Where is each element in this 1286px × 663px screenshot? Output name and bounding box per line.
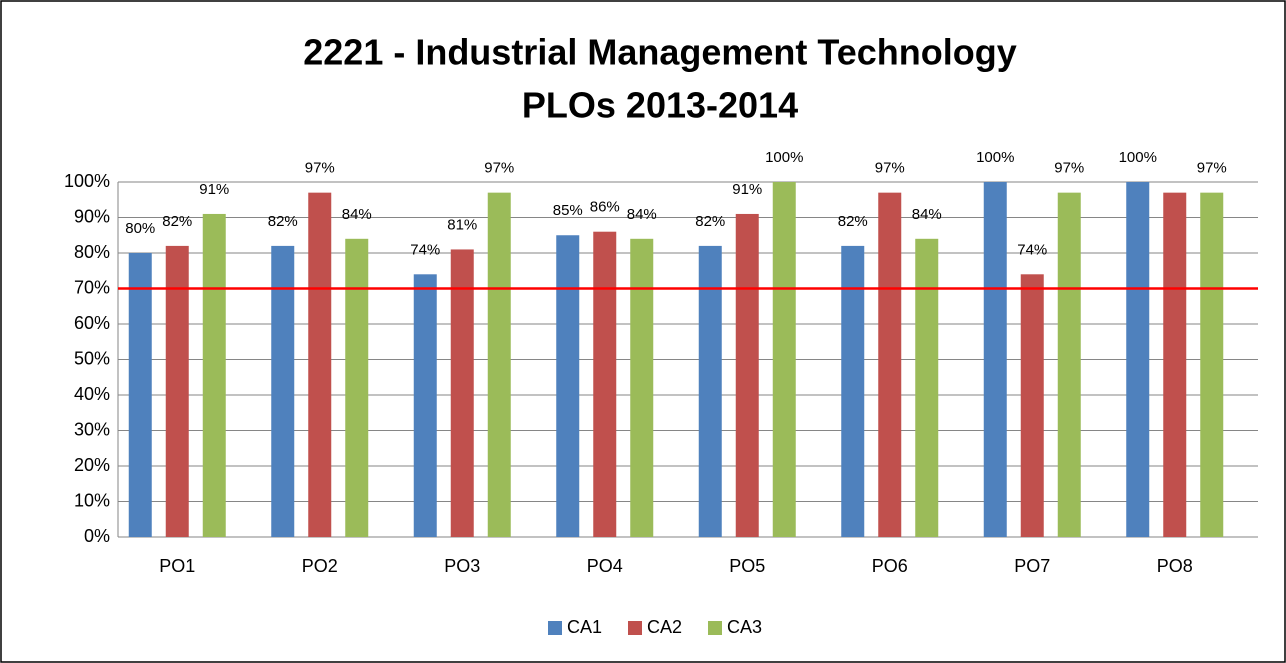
legend-swatch xyxy=(708,621,722,635)
value-label: 91% xyxy=(199,181,229,198)
value-label: 97% xyxy=(305,160,335,177)
y-tick-label: 100% xyxy=(64,171,110,191)
value-label: 74% xyxy=(1017,241,1047,258)
bar xyxy=(698,245,722,537)
bar xyxy=(128,253,152,537)
legend-swatch xyxy=(628,621,642,635)
value-label: 80% xyxy=(125,220,155,237)
value-label: 100% xyxy=(976,149,1014,166)
bar xyxy=(487,192,511,537)
x-tick-label: PO8 xyxy=(1157,556,1193,576)
value-label: 97% xyxy=(1054,160,1084,177)
value-label: 82% xyxy=(838,213,868,230)
x-tick-label: PO4 xyxy=(587,556,623,576)
x-tick-label: PO1 xyxy=(159,556,195,576)
bar xyxy=(915,238,939,538)
x-tick-label: PO3 xyxy=(444,556,480,576)
x-tick-label: PO5 xyxy=(729,556,765,576)
chart-title: PLOs 2013-2014 xyxy=(522,85,798,126)
y-tick-label: 30% xyxy=(74,419,110,439)
y-tick-label: 20% xyxy=(74,455,110,475)
x-tick-label: PO2 xyxy=(302,556,338,576)
bar xyxy=(450,249,474,537)
y-tick-label: 10% xyxy=(74,490,110,510)
bar xyxy=(772,182,796,537)
value-label: 100% xyxy=(765,149,803,166)
bar xyxy=(841,245,865,537)
bar xyxy=(165,245,189,537)
y-tick-label: 50% xyxy=(74,348,110,368)
bar xyxy=(1200,192,1224,537)
y-tick-label: 90% xyxy=(74,206,110,226)
y-tick-label: 80% xyxy=(74,242,110,262)
value-label: 86% xyxy=(590,199,620,216)
bar xyxy=(556,235,580,537)
y-tick-label: 0% xyxy=(84,526,110,546)
bar xyxy=(413,274,437,537)
value-label: 81% xyxy=(447,216,477,233)
value-label: 82% xyxy=(268,213,298,230)
bar xyxy=(202,213,226,537)
bar xyxy=(630,238,654,538)
y-tick-label: 70% xyxy=(74,277,110,297)
value-label: 84% xyxy=(627,206,657,223)
bar xyxy=(308,192,332,537)
legend-swatch xyxy=(548,621,562,635)
bar xyxy=(735,213,759,537)
legend-label: CA2 xyxy=(647,617,682,637)
value-label: 97% xyxy=(875,160,905,177)
value-label: 74% xyxy=(410,241,440,258)
bar xyxy=(593,231,617,537)
legend-label: CA1 xyxy=(567,617,602,637)
bar xyxy=(1163,192,1187,537)
bar xyxy=(345,238,369,538)
legend-label: CA3 xyxy=(727,617,762,637)
chart-title: 2221 - Industrial Management Technology xyxy=(303,32,1016,73)
bar xyxy=(1020,274,1044,537)
bar xyxy=(983,182,1007,537)
x-tick-label: PO7 xyxy=(1014,556,1050,576)
value-label: 97% xyxy=(1197,160,1227,177)
value-label: 82% xyxy=(695,213,725,230)
value-label: 100% xyxy=(1119,149,1157,166)
x-tick-label: PO6 xyxy=(872,556,908,576)
value-label: 85% xyxy=(553,202,583,219)
y-tick-label: 60% xyxy=(74,313,110,333)
bar xyxy=(271,245,295,537)
value-label: 82% xyxy=(162,213,192,230)
value-label: 91% xyxy=(732,181,762,198)
y-tick-label: 40% xyxy=(74,384,110,404)
bar xyxy=(1126,182,1150,537)
bar xyxy=(1057,192,1081,537)
value-label: 84% xyxy=(912,206,942,223)
bar xyxy=(878,192,902,537)
value-label: 97% xyxy=(484,160,514,177)
value-label: 84% xyxy=(342,206,372,223)
